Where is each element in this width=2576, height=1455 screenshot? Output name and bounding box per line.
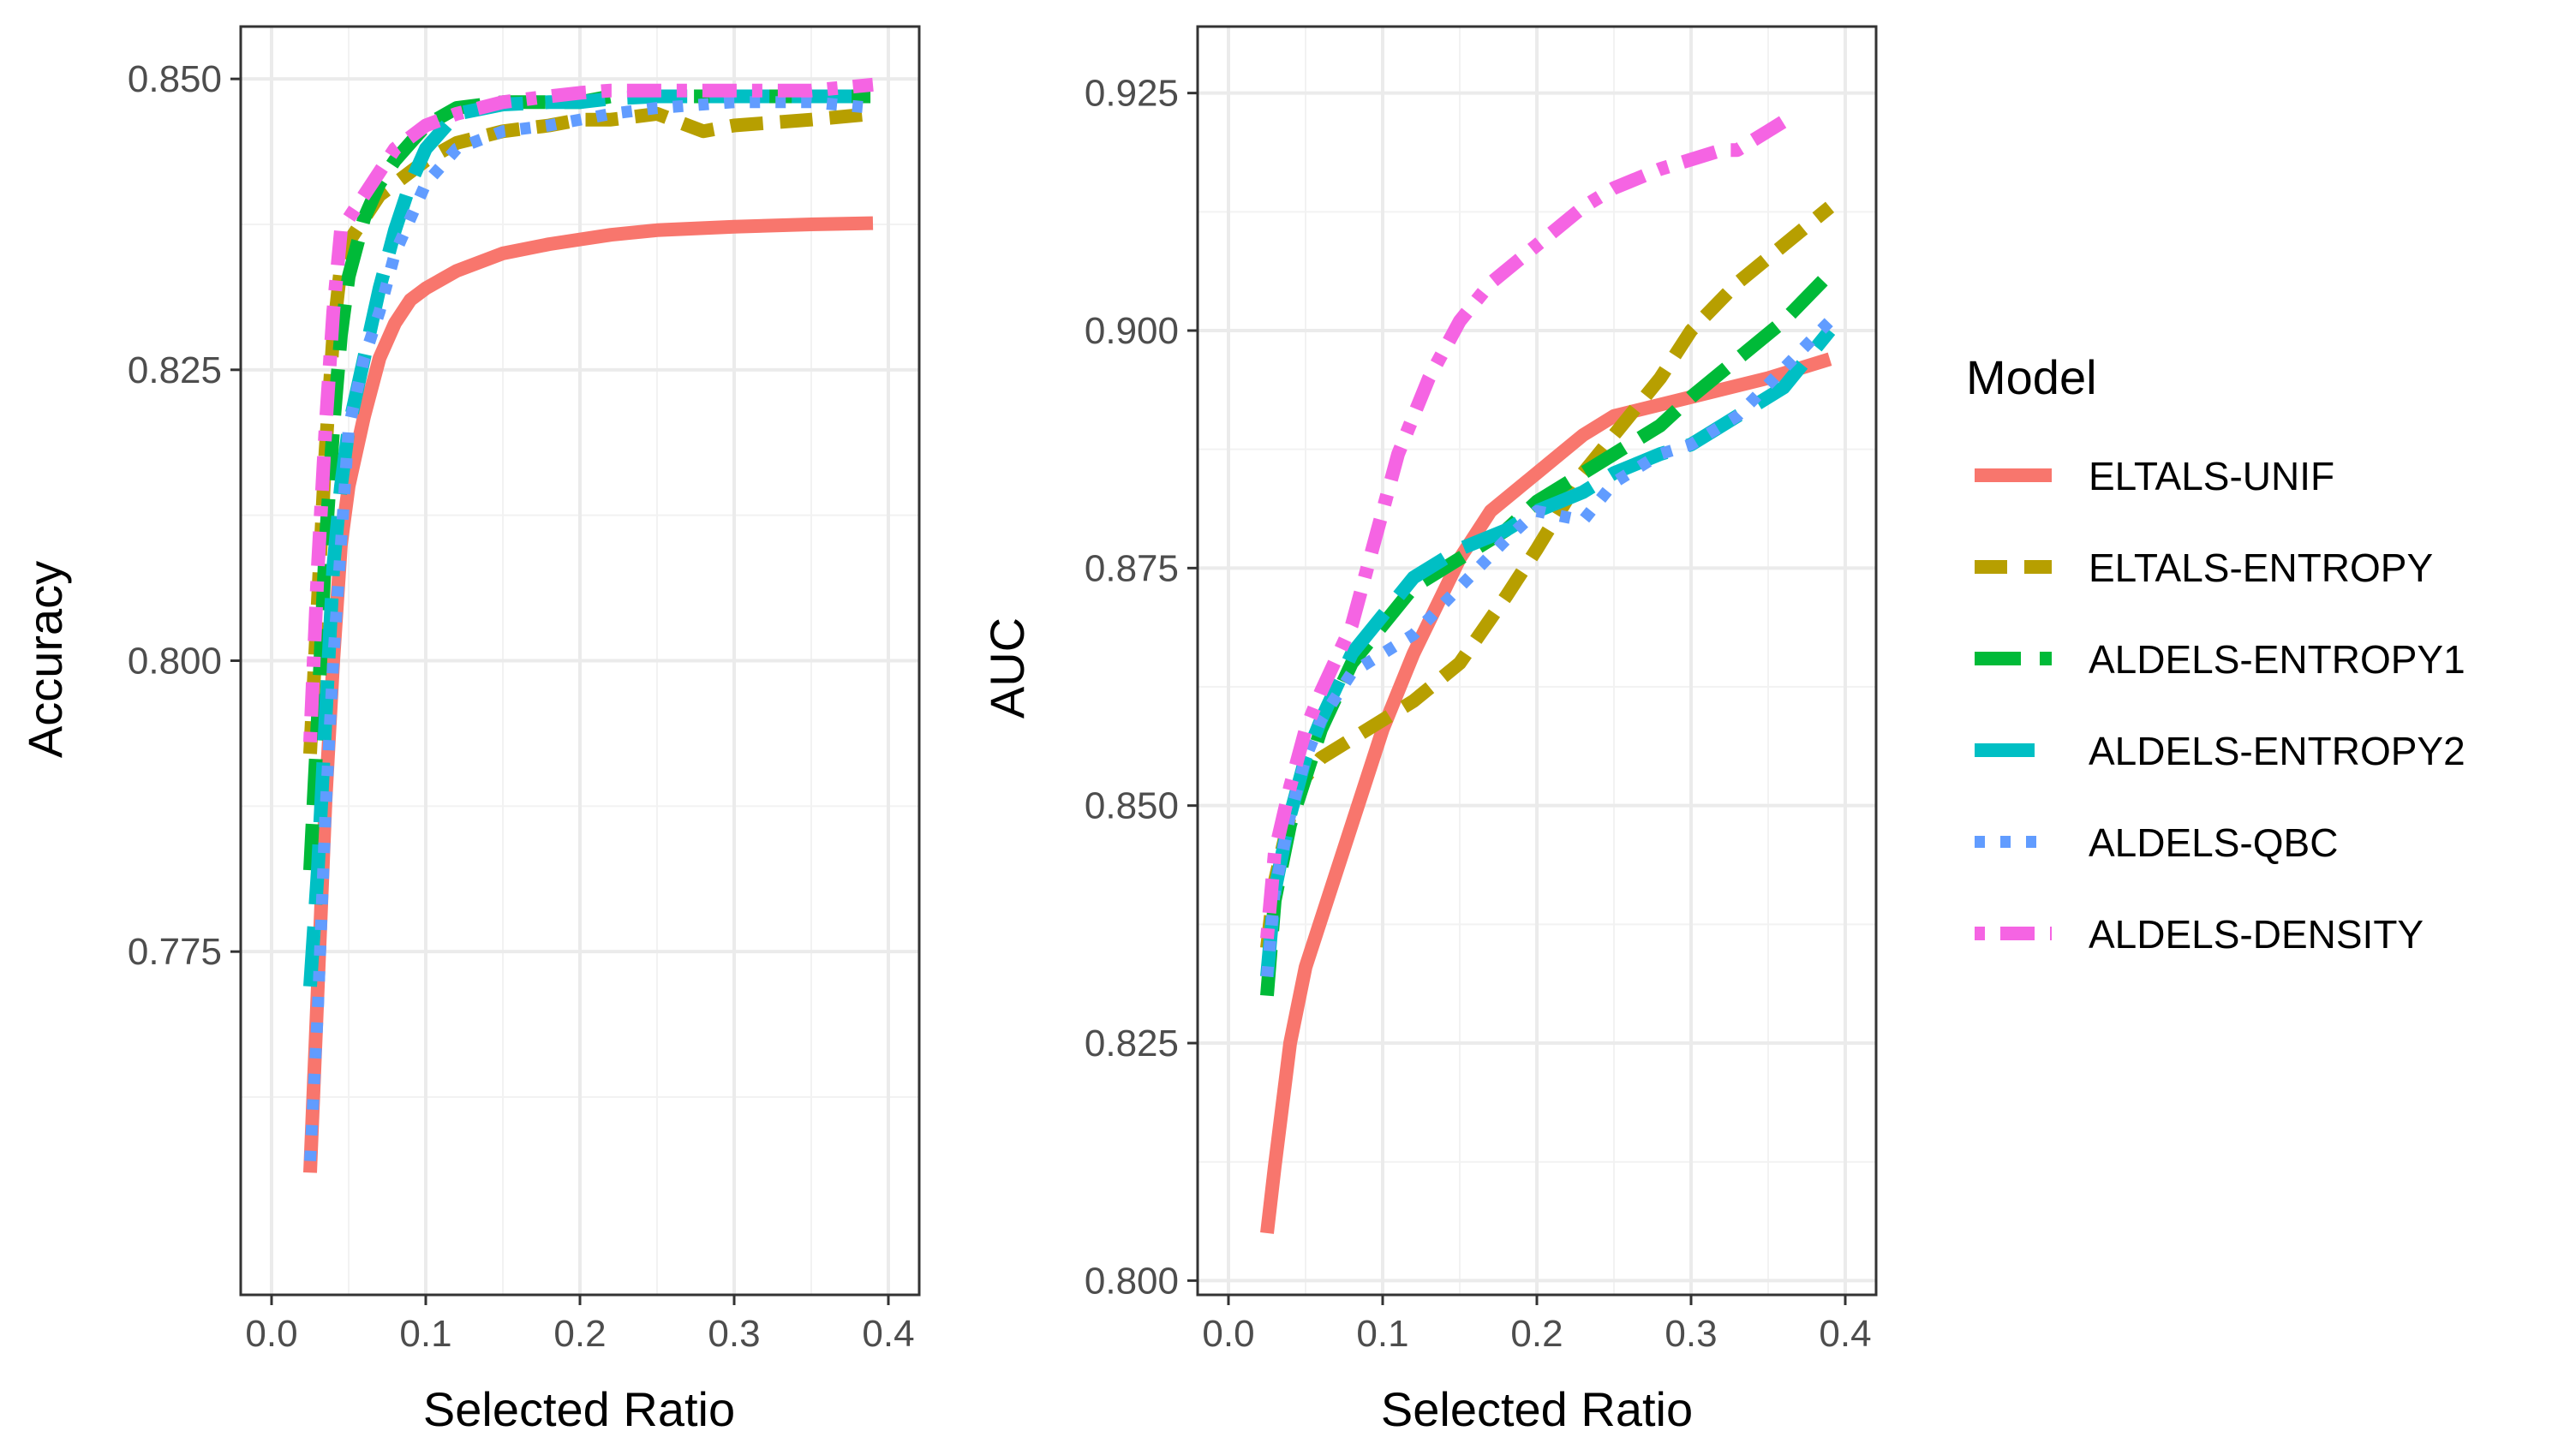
x-tick-label: 0.1 xyxy=(399,1313,451,1355)
accuracy-grid-major xyxy=(241,27,919,1295)
x-tick-label: 0.2 xyxy=(553,1313,606,1355)
accuracy-series-aldels-qbc xyxy=(304,96,874,1162)
y-tick-label: 0.875 xyxy=(1085,547,1179,589)
legend-label-aldels-qbc: ALDELS-QBC xyxy=(2089,820,2338,865)
accuracy-y-axis-title: Accuracy xyxy=(18,561,72,758)
x-tick-label: 0.4 xyxy=(1819,1313,1871,1355)
y-tick-label: 0.800 xyxy=(1085,1260,1179,1302)
auc-series-layer xyxy=(1260,116,1836,1234)
auc-y-ticks: 0.800 0.825 0.850 0.875 0.900 0.925 xyxy=(1085,73,1198,1302)
x-tick-label: 0.0 xyxy=(1202,1313,1254,1355)
y-tick-label: 0.900 xyxy=(1085,310,1179,352)
x-tick-label: 0.0 xyxy=(245,1313,297,1355)
x-tick-label: 0.2 xyxy=(1510,1313,1563,1355)
x-tick-label: 0.3 xyxy=(1665,1313,1717,1355)
legend-label-aldels-entropy1: ALDELS-ENTROPY1 xyxy=(2089,637,2465,682)
legend-label-aldels-density: ALDELS-DENSITY xyxy=(2089,912,2424,957)
accuracy-series-aldels-density xyxy=(303,77,874,742)
auc-series-aldels-density xyxy=(1260,116,1788,939)
accuracy-y-ticks: 0.775 0.800 0.825 0.850 xyxy=(128,58,241,973)
auc-y-axis-title: AUC xyxy=(980,617,1034,719)
auc-x-axis-title: Selected Ratio xyxy=(1381,1382,1693,1436)
auc-grid-minor xyxy=(1198,27,1876,1295)
accuracy-x-axis-title: Selected Ratio xyxy=(423,1382,735,1436)
x-tick-label: 0.4 xyxy=(862,1313,914,1355)
legend-entries: ELTALS-UNIF ELTALS-ENTROPY ALDELS-ENTROPY1… xyxy=(1975,454,2465,957)
accuracy-x-ticks: 0.0 0.1 0.2 0.3 0.4 xyxy=(245,1295,915,1355)
auc-series-eltals-unif xyxy=(1260,352,1832,1234)
y-tick-label: 0.825 xyxy=(1085,1023,1179,1064)
x-tick-label: 0.3 xyxy=(708,1313,760,1355)
auc-panel: 0.0 0.1 0.2 0.3 0.4 0.800 0.825 0.850 0.875 0.90… xyxy=(980,25,1878,1436)
y-tick-label: 0.925 xyxy=(1085,73,1179,115)
y-tick-label: 0.825 xyxy=(128,349,222,391)
y-tick-label: 0.850 xyxy=(1085,785,1179,827)
y-tick-label: 0.800 xyxy=(128,641,222,683)
legend-label-aldels-entropy2: ALDELS-ENTROPY2 xyxy=(2089,729,2465,773)
auc-series-aldels-qbc xyxy=(1261,317,1835,978)
x-tick-label: 0.1 xyxy=(1356,1313,1408,1355)
accuracy-panel: 0.0 0.1 0.2 0.3 0.4 0.775 0.800 0.825 0.850 Sel… xyxy=(18,25,921,1436)
y-tick-label: 0.850 xyxy=(128,58,222,100)
legend-label-eltals-unif: ELTALS-UNIF xyxy=(2089,454,2334,498)
auc-x-ticks: 0.0 0.1 0.2 0.3 0.4 xyxy=(1202,1295,1872,1355)
y-tick-label: 0.775 xyxy=(128,931,222,973)
legend-title: Model xyxy=(1966,350,2097,404)
accuracy-series-layer xyxy=(303,77,874,1173)
legend-label-eltals-entropy: ELTALS-ENTROPY xyxy=(2089,546,2433,590)
legend: Model ELTALS-UNIF ELTALS-ENTROPY ALDELS-EN… xyxy=(1966,350,2465,957)
